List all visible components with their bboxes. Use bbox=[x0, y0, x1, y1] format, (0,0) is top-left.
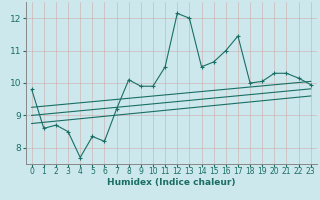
X-axis label: Humidex (Indice chaleur): Humidex (Indice chaleur) bbox=[107, 178, 236, 187]
